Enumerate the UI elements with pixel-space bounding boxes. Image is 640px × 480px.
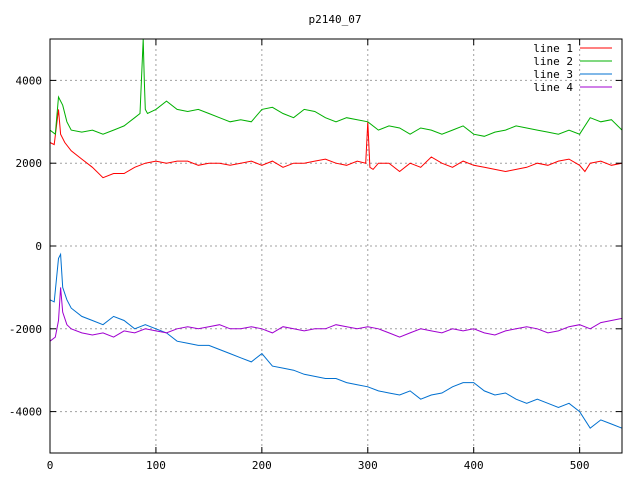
series-line-3 (49, 252, 623, 429)
y-tick-label: 4000 (16, 74, 43, 87)
y-tick-label: 2000 (16, 157, 43, 170)
x-tick-label: 300 (358, 459, 378, 472)
legend-label-3: line 3 (533, 68, 573, 81)
x-tick-label: 200 (252, 459, 272, 472)
chart-title: p2140_07 (309, 13, 362, 26)
legend-label-2: line 2 (533, 55, 573, 68)
legend-label-1: line 1 (533, 42, 573, 55)
x-tick-label: 400 (464, 459, 484, 472)
y-tick-label: -4000 (9, 406, 42, 419)
x-tick-label: 0 (47, 459, 54, 472)
x-tick-label: 500 (570, 459, 590, 472)
series-line-2 (49, 38, 623, 137)
axis-ticks: 0 100 200 300 400 500 -4000 -2000 0 2000 4000 (9, 39, 622, 472)
y-tick-label: -2000 (9, 323, 42, 336)
grid (50, 39, 622, 453)
series-lines (49, 38, 623, 429)
y-tick-label: 0 (35, 240, 42, 253)
x-tick-label: 100 (146, 459, 166, 472)
series-line-1 (49, 109, 623, 179)
legend-label-4: line 4 (533, 81, 573, 94)
series-line-4 (49, 287, 623, 342)
